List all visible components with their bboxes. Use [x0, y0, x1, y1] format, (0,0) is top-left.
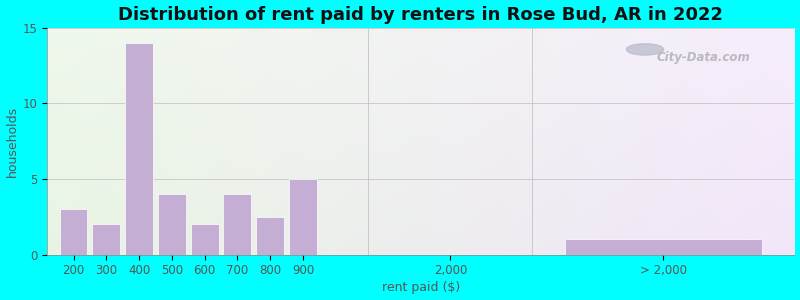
- X-axis label: rent paid ($): rent paid ($): [382, 281, 460, 294]
- Y-axis label: households: households: [6, 106, 18, 177]
- Bar: [223, 194, 251, 255]
- Bar: [289, 179, 317, 255]
- Bar: [565, 239, 762, 255]
- Bar: [190, 224, 218, 255]
- Bar: [60, 209, 87, 255]
- Bar: [125, 43, 153, 255]
- Bar: [92, 224, 120, 255]
- Bar: [256, 217, 284, 255]
- Bar: [158, 194, 186, 255]
- Title: Distribution of rent paid by renters in Rose Bud, AR in 2022: Distribution of rent paid by renters in …: [118, 6, 723, 24]
- Circle shape: [626, 44, 664, 55]
- Text: City-Data.com: City-Data.com: [656, 51, 750, 64]
